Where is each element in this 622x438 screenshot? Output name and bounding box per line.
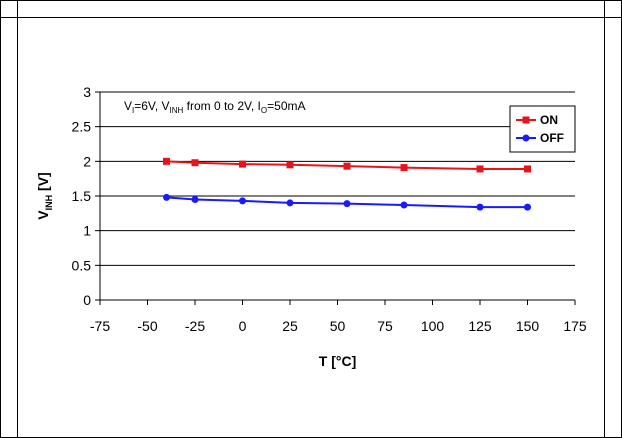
y-tick-label: 2 <box>83 153 91 169</box>
x-axis-title: T [°C] <box>319 353 356 369</box>
legend-label-on: ON <box>540 113 558 127</box>
data-point-on <box>163 157 170 165</box>
data-point-on <box>524 165 531 173</box>
test-condition-annotation: VI=6V, VINH from 0 to 2V, IO=50mA <box>124 99 306 115</box>
data-point-on <box>343 162 351 170</box>
y-tick-label: 1 <box>83 223 91 239</box>
x-tick-label: 0 <box>239 318 247 334</box>
legend-swatch-marker-on <box>522 116 530 124</box>
x-tick-label: 25 <box>282 318 298 334</box>
data-point-off <box>343 200 351 208</box>
data-point-on <box>191 159 199 167</box>
data-point-off <box>163 193 170 201</box>
legend-swatch-marker-off <box>522 134 530 142</box>
data-point-off <box>476 203 484 211</box>
data-point-on <box>239 160 246 168</box>
legend: ON OFF <box>509 105 576 153</box>
x-tick-label: 150 <box>516 318 540 334</box>
x-tick-label: -50 <box>137 318 157 334</box>
data-point-off <box>286 199 294 207</box>
x-tick-label: -75 <box>90 318 110 334</box>
x-tick-label: 75 <box>377 318 393 334</box>
x-tick-label: -25 <box>185 318 205 334</box>
x-tick-label: 100 <box>421 318 445 334</box>
data-point-off <box>191 195 199 203</box>
plot-area: 0 0.5 1 1.5 2 2.5 3 -75 -50 -25 0 25 50 75 100 125 150 17… <box>35 84 587 369</box>
x-tick-label: 50 <box>330 318 346 334</box>
legend-box <box>509 105 576 153</box>
y-tick-label: 0.5 <box>72 257 92 273</box>
data-point-off <box>400 201 408 209</box>
y-tick-label: 2.5 <box>72 119 92 135</box>
data-point-on <box>400 164 408 172</box>
legend-label-off: OFF <box>540 131 564 145</box>
data-point-on <box>476 165 484 173</box>
y-axis-title: VINH [V] <box>35 172 54 219</box>
x-tick-label: 175 <box>563 318 587 334</box>
y-tick-label: 1.5 <box>72 188 92 204</box>
data-point-off <box>239 197 246 205</box>
data-point-on <box>286 161 294 169</box>
data-point-off <box>524 203 531 211</box>
y-tick-label: 3 <box>83 84 91 100</box>
y-tick-label: 0 <box>83 292 91 308</box>
series-line-on <box>166 160 528 170</box>
x-tick-label: 125 <box>468 318 492 334</box>
series-line-off <box>166 196 528 209</box>
